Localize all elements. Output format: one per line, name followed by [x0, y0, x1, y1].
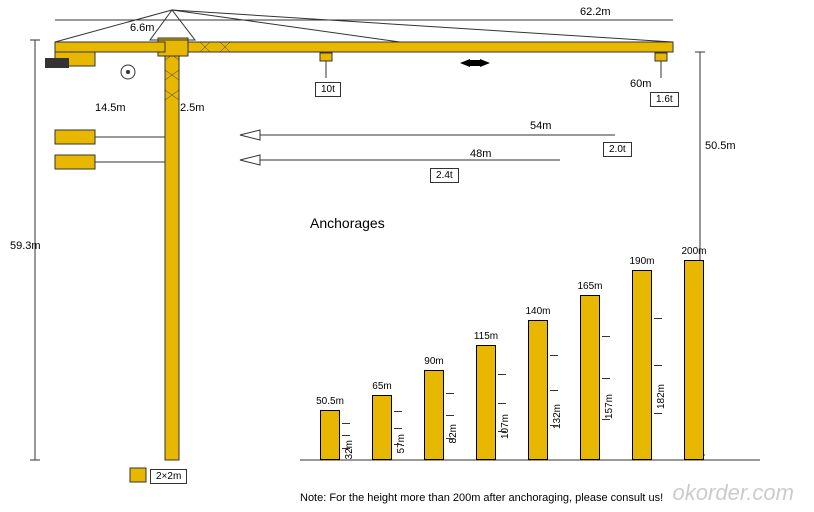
anchorage-side-label: 82m	[448, 424, 459, 443]
anchorage-tick	[498, 403, 506, 404]
anchorage-bar	[424, 370, 444, 460]
anchorage-side-label: 32m	[344, 440, 355, 459]
anchorage-bar-label: 165m	[577, 281, 602, 292]
anchorage-tick	[394, 444, 402, 445]
anchorage-tick	[498, 431, 506, 432]
anchorage-bar	[320, 410, 340, 460]
anchorage-side-label: 157m	[604, 394, 615, 419]
note-text: Note: For the height more than 200m afte…	[300, 492, 663, 504]
anchorage-side-label: 182m	[656, 384, 667, 409]
anchorage-bar	[476, 345, 496, 460]
anchorage-bar-label: 65m	[372, 381, 391, 392]
anchorage-bar-label: 90m	[424, 356, 443, 367]
anchorage-bar-label: 140m	[525, 306, 550, 317]
anchorage-tick	[498, 374, 506, 375]
anchorage-bar	[372, 395, 392, 460]
anchorage-bar-label: 200m	[681, 246, 706, 257]
anchorage-tick	[654, 318, 662, 319]
anchorage-bar	[684, 260, 704, 460]
anchorage-bar	[632, 270, 652, 460]
anchorage-tick	[342, 423, 350, 424]
anchorage-tick	[602, 378, 610, 379]
anchorage-bar-label: 115m	[474, 331, 498, 342]
anchorage-tick	[550, 390, 558, 391]
anchorage-bar	[580, 295, 600, 460]
anchorage-tick	[550, 355, 558, 356]
anchorage-tick	[394, 411, 402, 412]
anchorage-tick	[446, 438, 454, 439]
anchorage-bar-label: 190m	[629, 256, 654, 267]
anchorage-bar-label: 50.5m	[316, 396, 344, 407]
anchorage-tick	[602, 419, 610, 420]
watermark: okorder.com	[673, 480, 794, 506]
anchorage-tick	[342, 448, 350, 449]
anchorage-bar	[528, 320, 548, 460]
anchorage-tick	[602, 336, 610, 337]
anchorage-tick	[394, 428, 402, 429]
anchorage-tick	[446, 393, 454, 394]
anchorages-chart: 50.5m32m65m57m90m82m115m107m140m132m165m…	[0, 0, 814, 512]
anchorage-tick	[654, 365, 662, 366]
anchorage-tick	[446, 415, 454, 416]
anchorage-tick	[342, 435, 350, 436]
anchorage-tick	[550, 425, 558, 426]
anchorage-tick	[654, 413, 662, 414]
anchorage-side-label: 107m	[500, 414, 511, 439]
